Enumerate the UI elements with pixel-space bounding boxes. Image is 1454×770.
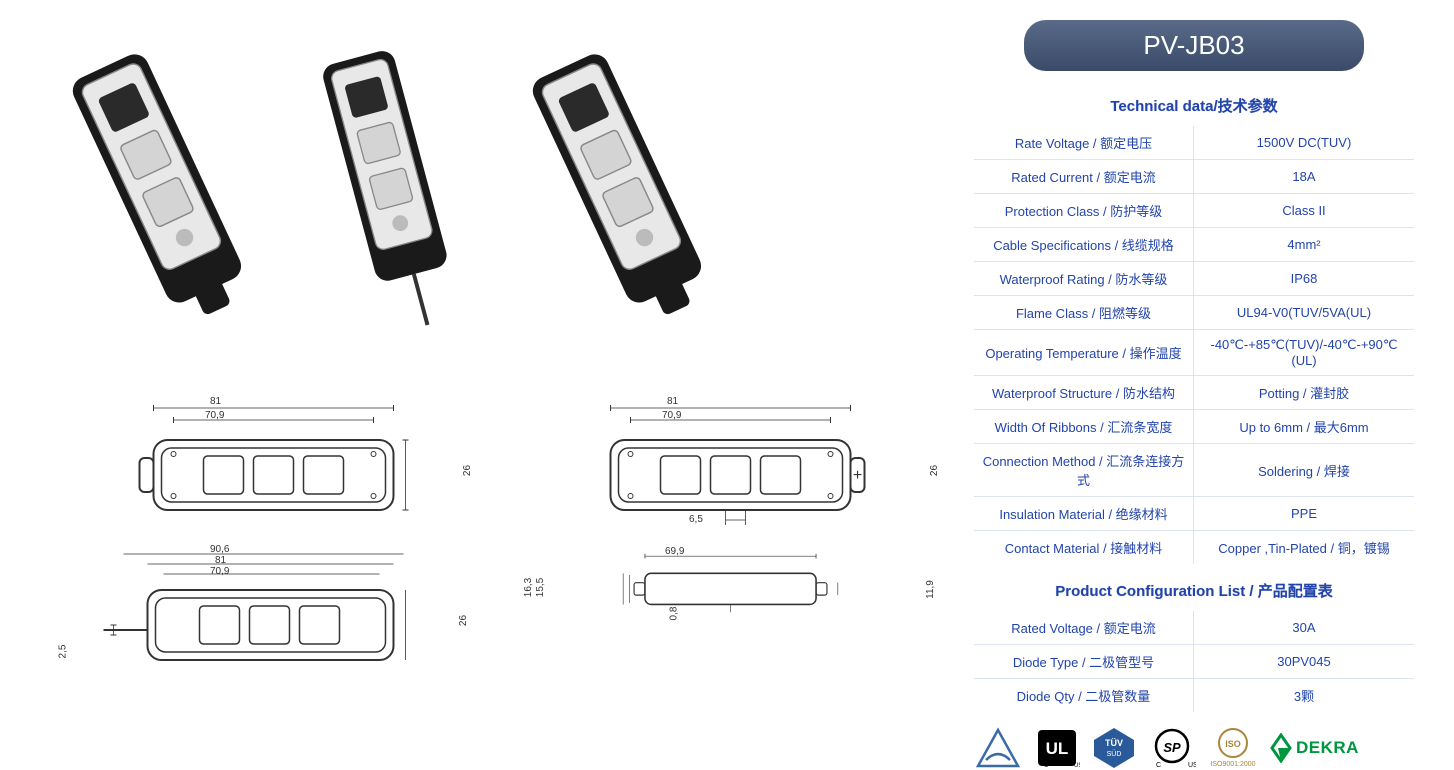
technical-data-table: Rate Voltage / 额定电压1500V DC(TUV)Rated Cu…	[974, 126, 1414, 564]
table-row: Diode Type / 二极管型号30PV045	[974, 645, 1414, 679]
svg-text:UL: UL	[1046, 739, 1069, 758]
svg-text:C: C	[1044, 763, 1049, 769]
dim-label: 70,9	[210, 566, 229, 577]
product-photo-row	[40, 20, 934, 370]
table-row: Cable Specifications / 线缆规格4mm²	[974, 228, 1414, 262]
spec-value: PPE	[1194, 497, 1414, 531]
table-row: Connection Method / 汇流条连接方式Soldering / 焊…	[974, 444, 1414, 497]
svg-text:ISO9001:2000: ISO9001:2000	[1210, 761, 1255, 768]
config-value: 30PV045	[1194, 645, 1414, 679]
table-row: Insulation Material / 绝缘材料PPE	[974, 497, 1414, 531]
svg-text:SÜD: SÜD	[1107, 750, 1122, 758]
config-value: 3颗	[1194, 679, 1414, 712]
drawing-top-right: + 81 70,9 26 6,5	[527, 400, 934, 530]
left-column: 81 70,9 26 + 8	[40, 20, 974, 702]
spec-value: UL94-V0(TUV/5VA(UL)	[1194, 296, 1414, 330]
spec-label: Width Of Ribbons / 汇流条宽度	[974, 410, 1194, 444]
product-code-badge: PV-JB03	[1024, 20, 1364, 71]
spec-label: Connection Method / 汇流条连接方式	[974, 444, 1194, 497]
table-row: Flame Class / 阻燃等级UL94-V0(TUV/5VA(UL)	[974, 296, 1414, 330]
table-row: Waterproof Structure / 防水结构Potting / 灌封胶	[974, 376, 1414, 410]
svg-text:ISO: ISO	[1225, 739, 1241, 749]
config-value: 30A	[1194, 611, 1414, 645]
dim-label: 6,5	[689, 514, 703, 525]
spec-value: 4mm²	[1194, 228, 1414, 262]
drawing-bottom-right: 69,9 16,3 15,5 0,8 11,9	[527, 550, 934, 680]
config-list-table: Rated Voltage / 额定电流30ADiode Type / 二极管型…	[974, 611, 1414, 712]
spec-label: Waterproof Rating / 防水等级	[974, 262, 1194, 296]
dim-label: 70,9	[205, 410, 224, 421]
table-row: Waterproof Rating / 防水等级IP68	[974, 262, 1414, 296]
table-row: Protection Class / 防护等级Class II	[974, 194, 1414, 228]
svg-text:SP: SP	[1163, 740, 1181, 755]
csa-icon: SPC US	[1148, 726, 1196, 770]
product-photo-3	[468, 11, 772, 358]
table-row: Rated Voltage / 额定电流30A	[974, 611, 1414, 645]
spec-value: 18A	[1194, 160, 1414, 194]
table-row: Contact Material / 接触材料Copper ,Tin-Plate…	[974, 531, 1414, 564]
spec-value: IP68	[1194, 262, 1414, 296]
drawing-top-left: 81 70,9 26	[60, 400, 467, 530]
config-label: Diode Type / 二极管型号	[974, 645, 1194, 679]
spec-value: Potting / 灌封胶	[1194, 376, 1414, 410]
table-row: Rated Current / 额定电流18A	[974, 160, 1414, 194]
tuv-triangle-icon	[974, 726, 1022, 770]
dim-label: 26	[458, 615, 469, 626]
dim-label: 0,8	[668, 607, 679, 621]
technical-data-header: Technical data/技术参数	[974, 89, 1414, 126]
config-label: Rated Voltage / 额定电流	[974, 611, 1194, 645]
svg-text:US: US	[1074, 763, 1080, 769]
ul-icon: UL C US	[1034, 726, 1080, 770]
dim-label: 90,6	[210, 544, 229, 555]
spec-label: Rate Voltage / 额定电压	[974, 126, 1194, 160]
spec-value: 1500V DC(TUV)	[1194, 126, 1414, 160]
dim-label: 69,9	[665, 546, 684, 557]
right-column: PV-JB03 Technical data/技术参数 Rate Voltage…	[974, 20, 1414, 702]
config-label: Diode Qty / 二极管数量	[974, 679, 1194, 712]
spec-value: Copper ,Tin-Plated / 铜，镀锡	[1194, 531, 1414, 564]
spec-value: Class II	[1194, 194, 1414, 228]
dim-label: 81	[667, 396, 678, 407]
dim-label: 26	[929, 465, 940, 476]
technical-drawings: 81 70,9 26 + 8	[40, 400, 934, 680]
table-row: Rate Voltage / 额定电压1500V DC(TUV)	[974, 126, 1414, 160]
dim-label: 81	[215, 555, 226, 566]
dim-label: 16,3	[523, 578, 534, 597]
dim-label: 70,9	[662, 410, 681, 421]
spec-label: Protection Class / 防护等级	[974, 194, 1194, 228]
product-photo-1	[8, 11, 312, 358]
dim-label: 26	[462, 465, 473, 476]
spec-label: Insulation Material / 绝缘材料	[974, 497, 1194, 531]
spec-label: Contact Material / 接触材料	[974, 531, 1194, 564]
product-photo-2	[256, 19, 524, 351]
dim-label: 15,5	[535, 578, 546, 597]
svg-text:C: C	[1156, 762, 1161, 769]
spec-label: Rated Current / 额定电流	[974, 160, 1194, 194]
table-row: Width Of Ribbons / 汇流条宽度Up to 6mm / 最大6m…	[974, 410, 1414, 444]
dim-label: 2,5	[57, 645, 68, 659]
drawing-bottom-left: 90,6 81 70,9 26 2,5	[60, 550, 467, 680]
tuv-sud-icon: TÜV SÜD	[1092, 726, 1136, 770]
spec-label: Flame Class / 阻燃等级	[974, 296, 1194, 330]
dekra-icon: DEKRA	[1270, 726, 1359, 770]
spec-label: Cable Specifications / 线缆规格	[974, 228, 1194, 262]
dim-label: 11,9	[925, 580, 936, 599]
certification-row: ULCUS TÜVSÜD SPCUS ISOISO9001:2000 DEKRA	[974, 712, 1414, 770]
spec-value: Up to 6mm / 最大6mm	[1194, 410, 1414, 444]
spec-value: -40℃-+85℃(TUV)/-40℃-+90℃(UL)	[1194, 330, 1414, 376]
svg-text:+: +	[853, 467, 862, 484]
spec-label: Operating Temperature / 操作温度	[974, 330, 1194, 376]
config-list-header: Product Configuration List / 产品配置表	[974, 564, 1414, 611]
svg-text:TÜV: TÜV	[1105, 738, 1123, 748]
spec-value: Soldering / 焊接	[1194, 444, 1414, 497]
dim-label: 81	[210, 396, 221, 407]
table-row: Diode Qty / 二极管数量3颗	[974, 679, 1414, 712]
iso-icon: ISO ISO9001:2000	[1208, 726, 1258, 770]
table-row: Operating Temperature / 操作温度-40℃-+85℃(TU…	[974, 330, 1414, 376]
spec-label: Waterproof Structure / 防水结构	[974, 376, 1194, 410]
svg-text:US: US	[1188, 762, 1196, 769]
